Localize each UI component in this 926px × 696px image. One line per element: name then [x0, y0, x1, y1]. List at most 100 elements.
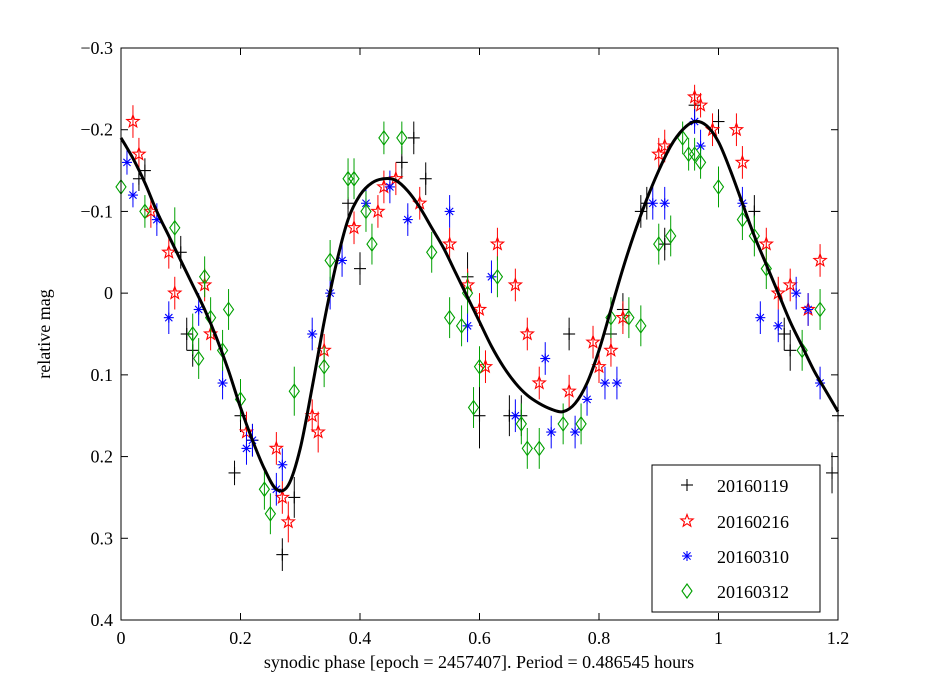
y-tick-label: −0.1: [80, 201, 113, 221]
legend-label-20160310: 20160310: [717, 547, 789, 567]
x-tick-label: 0.4: [349, 628, 372, 648]
data-point: [519, 317, 535, 351]
data-point: [653, 223, 665, 265]
data-point: [615, 301, 631, 334]
data-point: [288, 366, 300, 416]
data-point: [826, 452, 839, 494]
data-point: [563, 317, 576, 351]
data-point: [507, 268, 524, 302]
data-point: [665, 215, 677, 257]
y-tick-label: −0.3: [80, 38, 113, 58]
data-point: [384, 170, 395, 204]
data-point: [426, 231, 438, 273]
data-point: [288, 477, 301, 518]
data-point: [264, 493, 277, 535]
data-point: [187, 313, 199, 355]
data-point: [694, 146, 707, 179]
data-point: [396, 121, 408, 155]
y-tick-label: 0.2: [91, 447, 114, 467]
data-point: [599, 366, 610, 400]
legend-label-20160312: 20160312: [717, 582, 789, 602]
x-tick-label: 1: [714, 628, 723, 648]
data-point: [169, 207, 181, 249]
legend: 20160119 20160216 20160310 20160312: [651, 464, 821, 613]
data-point: [623, 297, 635, 339]
data-point: [354, 252, 366, 285]
x-axis-title: synodic phase [epoch = 2457407]. Period …: [264, 652, 694, 672]
x-tick-label: 0.2: [229, 628, 252, 648]
data-point: [268, 432, 285, 465]
data-point: [755, 301, 766, 334]
data-point: [161, 235, 177, 269]
data-point: [167, 276, 183, 310]
data-point: [402, 203, 413, 236]
data-point: [510, 399, 521, 433]
data-point: [274, 481, 291, 514]
data-point: [217, 366, 228, 400]
data-point: [473, 346, 486, 388]
y-tick-label: −0.2: [80, 120, 113, 140]
data-point: [276, 538, 289, 571]
x-tick-labels: 0 0.2 0.4 0.6 0.8 1 1.2: [117, 628, 850, 648]
data-point: [489, 227, 506, 261]
data-point: [575, 403, 587, 445]
y-tick-labels: −0.3 −0.2 −0.1 0 0.1 0.2 0.3 0.4: [80, 38, 113, 630]
data-point: [370, 195, 386, 228]
data-point: [125, 105, 141, 138]
legend-label-20160216: 20160216: [717, 512, 789, 532]
data-point: [419, 162, 432, 196]
data-point: [473, 383, 486, 449]
y-tick-label: 0: [104, 283, 113, 303]
data-point: [521, 427, 533, 469]
legend-marker-20160216: [679, 512, 695, 528]
data-point: [342, 158, 354, 200]
y-tick-label: 0.1: [91, 365, 114, 385]
data-point: [444, 195, 455, 228]
data-point: [561, 374, 577, 408]
data-point: [659, 186, 670, 220]
data-point: [360, 191, 372, 232]
data-point: [582, 383, 593, 416]
data-point: [773, 309, 784, 343]
data-point: [310, 411, 326, 453]
data-point: [378, 121, 390, 155]
x-tick-label: 1.2: [827, 628, 850, 648]
data-point: [688, 137, 701, 171]
legend-markers: [679, 479, 695, 599]
data-point: [686, 84, 703, 110]
data-point: [455, 305, 468, 347]
data-point: [441, 227, 458, 261]
legend-label-20160119: 20160119: [717, 476, 788, 496]
data-point: [605, 297, 617, 339]
data-point: [728, 113, 745, 147]
data-point: [348, 158, 360, 200]
data-point: [778, 317, 791, 351]
data-point: [712, 109, 725, 134]
data-point: [647, 186, 658, 220]
data-point: [366, 223, 378, 265]
data-point: [546, 415, 557, 449]
data-point: [533, 427, 545, 469]
data-point: [467, 387, 480, 428]
fit-curve: [119, 119, 840, 493]
data-point: [407, 121, 420, 155]
y-tick-label: 0.4: [91, 610, 114, 630]
legend-marker-20160312: [681, 583, 693, 599]
data-point: [531, 366, 547, 400]
x-tick-label: 0.6: [468, 628, 491, 648]
data-point: [814, 289, 826, 330]
data-point: [796, 329, 808, 371]
data-point: [603, 334, 619, 367]
data-point: [258, 468, 271, 510]
data-point: [611, 366, 622, 400]
y-axis-title: relative mag: [34, 289, 54, 378]
data-point: [337, 244, 348, 277]
data-point: [138, 158, 151, 183]
data-point: [791, 276, 802, 310]
data-point: [803, 293, 814, 326]
x-tick-label: 0: [117, 628, 126, 648]
data-point: [515, 403, 528, 445]
data-point: [131, 137, 147, 171]
data-point: [635, 305, 647, 347]
